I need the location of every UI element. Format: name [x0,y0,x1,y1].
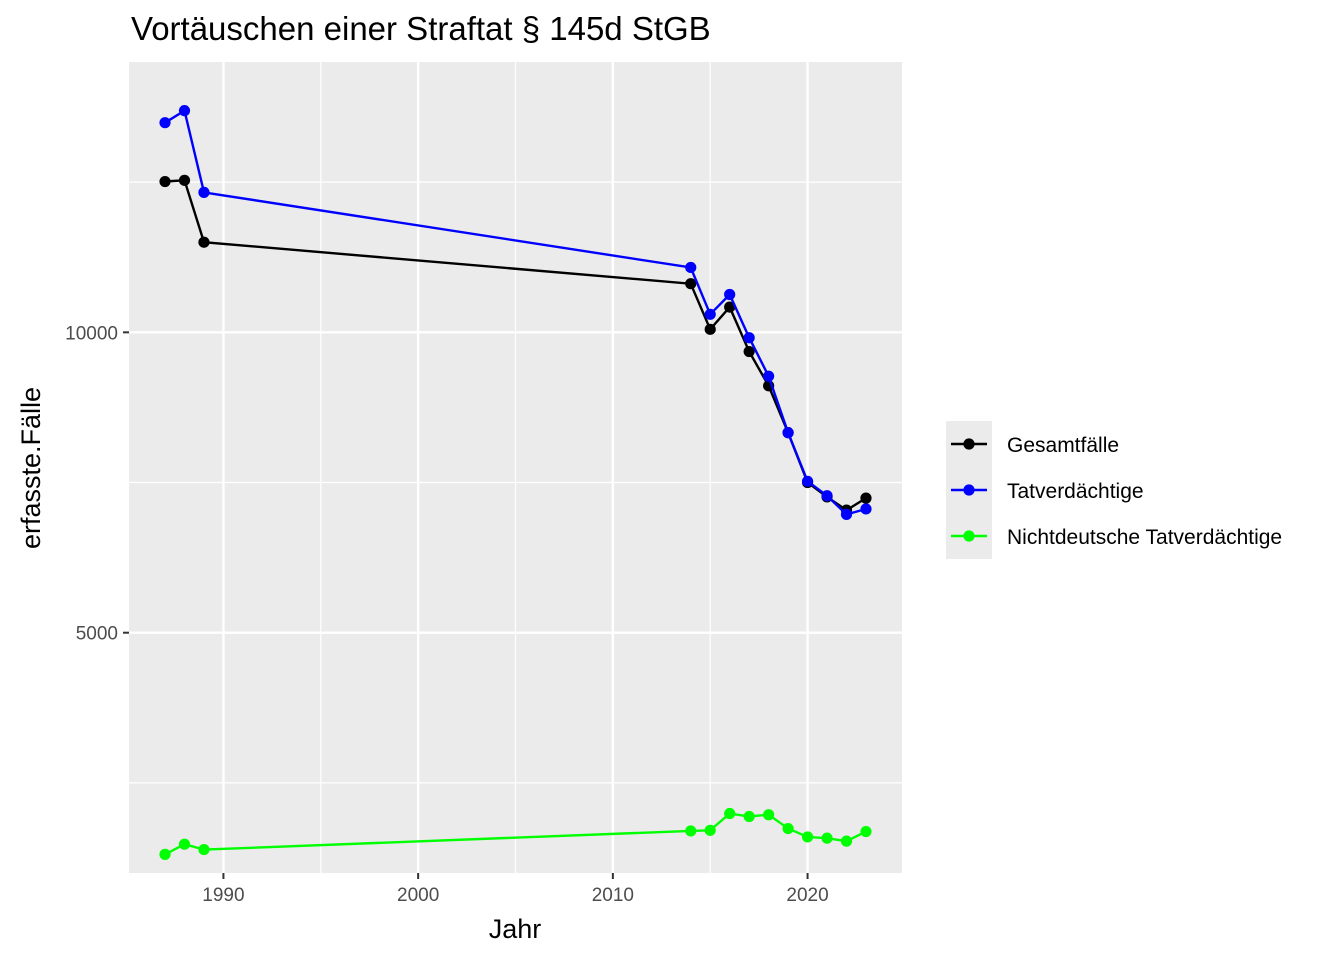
data-point-2-2 [198,843,210,856]
data-point-2-5 [724,807,736,820]
data-point-0-6 [743,345,755,358]
legend-key-point-1 [963,484,975,496]
data-point-2-4 [704,824,716,836]
data-point-1-9 [801,475,814,487]
y-axis: 5000 10000 [65,323,129,645]
legend: Gesamtfälle Tatverdächtige Nichtdeutsche T… [946,421,1282,559]
x-axis-title: Jahr [489,914,542,944]
data-point-0-1 [178,174,191,186]
data-point-0-4 [704,323,716,335]
data-point-1-2 [198,186,210,198]
y-axis-title: erfasste.Fälle [16,387,46,549]
data-point-1-12 [860,503,872,515]
data-point-2-12 [860,825,872,838]
data-point-0-2 [198,236,210,248]
x-tick-label-3: 2020 [786,885,828,906]
legend-key-point-0 [963,438,975,450]
legend-label-0: Gesamtfälle [1007,434,1119,457]
data-point-0-0 [159,175,171,188]
data-point-0-12 [860,492,872,504]
data-point-1-8 [782,427,794,439]
data-point-2-8 [782,822,794,835]
data-point-2-1 [178,838,191,850]
chart-title: Vortäuschen einer Straftat § 145d StGB [131,10,711,47]
series-2 [159,807,872,860]
minor-gridlines [129,62,902,873]
legend-label-1: Tatverdächtige [1007,480,1144,503]
series-1 [159,105,872,520]
data-point-1-0 [159,117,171,129]
data-point-1-7 [763,370,775,382]
x-tick-label-0: 1990 [202,885,244,906]
data-point-2-6 [743,810,755,823]
major-gridlines [129,62,902,873]
data-point-2-3 [685,825,697,837]
data-point-2-7 [763,809,775,821]
data-point-1-6 [743,332,755,344]
x-tick-label-1: 2000 [397,885,439,906]
series-layer [159,105,872,860]
y-tick-label-1: 10000 [65,323,118,344]
data-point-1-1 [178,105,191,117]
y-tick-label-0: 5000 [76,624,118,645]
data-point-1-3 [685,261,697,274]
data-point-2-9 [801,831,814,843]
data-point-0-5 [724,301,736,313]
data-point-1-5 [724,288,736,301]
data-point-2-11 [840,835,853,847]
data-point-0-3 [685,278,697,290]
data-point-1-4 [704,308,716,320]
x-axis: 1990 2000 2010 2020 [202,873,829,906]
data-point-1-10 [821,490,833,502]
legend-key-point-2 [963,530,975,542]
legend-label-2: Nichtdeutsche Tatverdächtige [1007,526,1282,549]
data-point-2-10 [821,832,833,844]
data-point-2-0 [159,848,171,860]
x-tick-label-2: 2010 [592,885,634,906]
data-point-1-11 [840,508,853,520]
